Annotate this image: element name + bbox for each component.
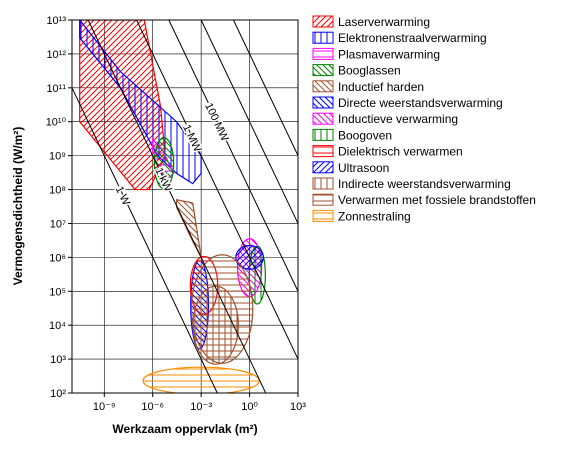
legend-item: Booglassen xyxy=(312,64,401,78)
legend-swatch xyxy=(312,128,334,141)
tick-label: 10¹² xyxy=(46,49,66,61)
power-line xyxy=(200,19,299,224)
y-axis-label: Vermogensdichtheid (W/m²) xyxy=(11,127,25,286)
tick-label: 10⁰ xyxy=(241,401,258,413)
tick-label: 10⁹ xyxy=(49,151,66,163)
legend-label: Dielektrisch verwarmen xyxy=(338,145,463,159)
legend-swatch xyxy=(312,145,334,158)
legend: Laserverwarming Elektronenstraalverwarmin… xyxy=(312,15,536,223)
power-line xyxy=(232,19,299,156)
axes: 10⁻⁹ 10⁻⁶ 10⁻³ 10⁰ 10³ 10² 10³ 10⁴ 10⁵ 10⁶ 10⁷ 10⁸ 1… xyxy=(46,15,307,413)
legend-item: Laserverwarming xyxy=(312,15,430,29)
tick-label: 10² xyxy=(50,388,66,400)
legend-label: Boogoven xyxy=(338,128,392,142)
legend-swatch xyxy=(312,31,334,44)
legend-swatch xyxy=(312,193,334,206)
power-line-1-mw xyxy=(136,19,299,360)
legend-label: Booglassen xyxy=(338,64,401,78)
legend-label: Elektronenstraalverwarming xyxy=(338,31,487,45)
tick-label: 10⁻⁹ xyxy=(93,401,116,413)
legend-label: Plasmaverwarming xyxy=(338,47,440,61)
tick-label: 10³ xyxy=(290,401,306,413)
legend-label: Inductieve verwarming xyxy=(338,112,458,126)
tick-label: 10¹⁰ xyxy=(46,117,67,129)
power-line-1-kw xyxy=(87,19,267,394)
region-zonnestraling xyxy=(142,366,260,393)
power-line-label: 100 MW xyxy=(202,101,231,144)
tick-label: 10⁷ xyxy=(50,218,66,230)
legend-swatch xyxy=(312,15,334,28)
legend-item: Directe weerstandsverwarming xyxy=(312,96,503,110)
x-axis-label: Werkzaam oppervlak (m²) xyxy=(112,422,257,436)
tick-label: 10¹³ xyxy=(46,15,66,27)
legend-label: Zonnestraling xyxy=(338,209,411,223)
legend-label: Indirecte weerstandsverwarming xyxy=(338,177,511,191)
legend-label: Inductief harden xyxy=(338,80,424,94)
legend-swatch xyxy=(312,64,334,77)
legend-item: Plasmaverwarming xyxy=(312,47,440,61)
legend-item: Indirecte weerstandsverwarming xyxy=(312,177,511,191)
tick-label: 10⁴ xyxy=(49,320,66,332)
legend-label: Verwarmen met fossiele brandstoffen xyxy=(338,193,536,207)
region-elektronenstraalverwarming xyxy=(79,20,202,185)
tick-label: 10⁻³ xyxy=(190,401,212,413)
legend-item: Zonnestraling xyxy=(312,209,411,223)
legend-item: Elektronenstraalverwarming xyxy=(312,31,487,45)
power-line-100-mw xyxy=(168,19,299,292)
legend-item: Inductief harden xyxy=(312,80,424,94)
tick-label: 10¹¹ xyxy=(46,83,66,95)
legend-swatch xyxy=(312,112,334,125)
series-layer xyxy=(79,20,266,393)
legend-label: Ultrasoon xyxy=(338,161,389,175)
legend-item: Verwarmen met fossiele brandstoffen xyxy=(312,193,536,207)
power-line-label: 1 W xyxy=(113,185,133,208)
tick-label: 10⁻⁶ xyxy=(141,401,164,413)
power-line-1-w xyxy=(71,87,218,394)
tick-label: 10³ xyxy=(50,354,66,366)
legend-swatch xyxy=(312,96,334,109)
legend-swatch xyxy=(312,161,334,174)
tick-label: 10⁸ xyxy=(49,185,66,197)
tick-label: 10⁶ xyxy=(49,252,66,264)
legend-item: Ultrasoon xyxy=(312,161,389,175)
legend-label: Directe weerstandsverwarming xyxy=(338,96,503,110)
legend-swatch xyxy=(312,47,334,60)
region-booglassen xyxy=(153,137,175,190)
tick-label: 10⁵ xyxy=(49,286,66,298)
legend-swatch xyxy=(312,177,334,190)
region-verwarmen-met-fossiele-brandstoffen xyxy=(190,254,254,364)
legend-label: Laserverwarming xyxy=(338,15,430,29)
legend-item: Boogoven xyxy=(312,128,392,142)
legend-swatch xyxy=(312,209,334,222)
legend-item: Inductieve verwarming xyxy=(312,112,458,126)
legend-item: Dielektrisch verwarmen xyxy=(312,145,463,159)
plot-frame xyxy=(71,19,299,394)
legend-swatch xyxy=(312,80,334,93)
